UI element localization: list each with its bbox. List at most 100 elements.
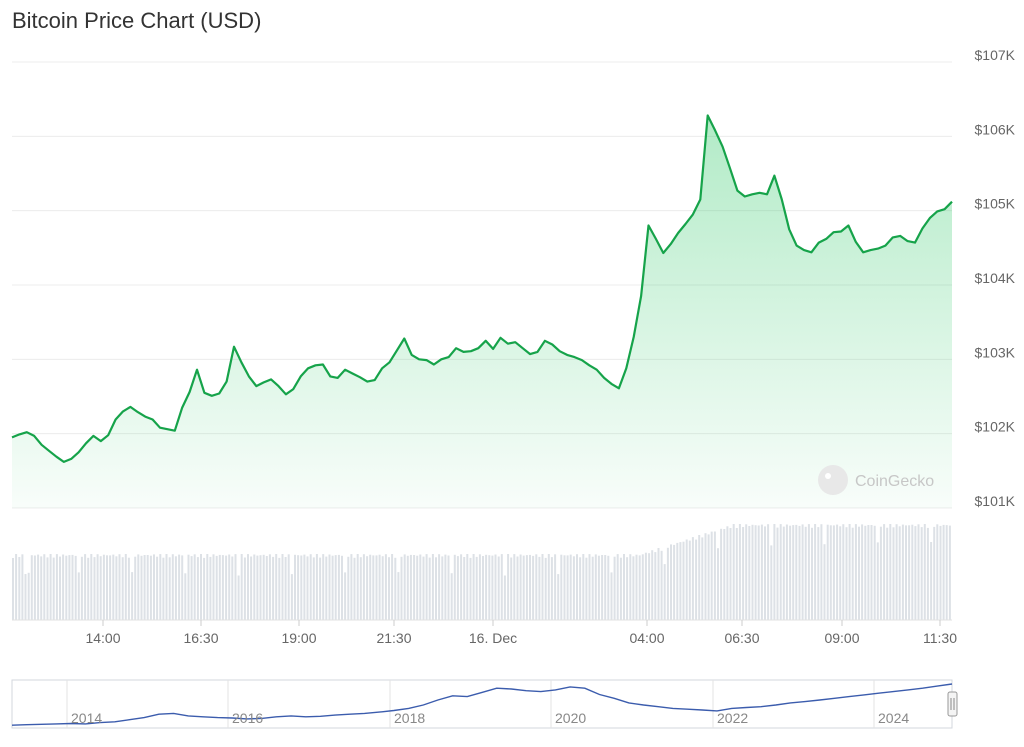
volume-bar xyxy=(366,556,369,620)
volume-bar xyxy=(917,524,920,620)
volume-bar xyxy=(400,556,403,620)
volume-bar xyxy=(378,554,381,620)
volume-bar xyxy=(939,525,942,620)
volume-bar xyxy=(485,554,488,620)
volume-bar xyxy=(560,554,563,620)
volume-bar xyxy=(466,554,469,620)
volume-bar xyxy=(15,554,18,620)
x-tick-label: 11:30 xyxy=(923,630,957,646)
volume-bar xyxy=(497,556,500,620)
volume-bar xyxy=(259,555,262,620)
volume-bar xyxy=(240,554,243,620)
volume-bar xyxy=(641,554,644,620)
volume-bar xyxy=(522,555,525,620)
navigator-handle[interactable] xyxy=(947,691,958,717)
volume-bar xyxy=(68,555,71,620)
volume-bar xyxy=(648,553,651,620)
y-tick-label: $106K xyxy=(975,121,1016,137)
volume-bar xyxy=(174,556,177,620)
y-axis-ticks: $101K $102K $103K $104K $105K $106K $107K xyxy=(975,47,1016,509)
volume-bar xyxy=(482,556,484,620)
volume-bar xyxy=(187,554,190,620)
volume-bar xyxy=(726,526,729,620)
navigator-tick-label: 2022 xyxy=(717,710,748,726)
volume-bar xyxy=(52,557,55,620)
volume-bar xyxy=(444,554,447,620)
navigator-line xyxy=(11,683,953,726)
volume-bar xyxy=(403,554,406,620)
volume-bar xyxy=(516,556,519,620)
volume-bar xyxy=(817,527,820,620)
volume-bar xyxy=(375,555,378,620)
volume-bar xyxy=(691,537,694,620)
volume-bar xyxy=(569,554,572,620)
volume-bar xyxy=(428,557,431,620)
volume-bar xyxy=(713,531,716,620)
volume-bar xyxy=(65,555,68,620)
volume-bar xyxy=(193,554,196,620)
x-tick-label: 09:00 xyxy=(824,630,859,646)
volume-bar xyxy=(901,524,904,620)
volume-bar xyxy=(278,557,281,620)
volume-bar xyxy=(394,557,397,620)
volume-bar xyxy=(748,526,751,620)
volume-bar xyxy=(372,555,375,620)
volume-bar xyxy=(519,554,522,620)
volume-bar xyxy=(312,557,315,620)
volume-bar xyxy=(529,554,531,620)
y-tick-label: $105K xyxy=(975,196,1016,212)
volume-bar xyxy=(892,527,895,620)
volume-bar xyxy=(262,554,265,620)
y-tick-label: $104K xyxy=(975,270,1016,286)
volume-bar xyxy=(566,555,569,620)
volume-bar xyxy=(538,556,541,620)
volume-bar xyxy=(745,524,748,620)
volume-bar xyxy=(557,574,560,620)
volume-bar xyxy=(49,554,52,620)
volume-bar xyxy=(87,557,90,620)
volume-bar xyxy=(870,525,873,620)
volume-bar xyxy=(109,555,112,620)
volume-bar xyxy=(416,555,419,620)
volume-bar xyxy=(594,554,597,620)
volume-bar xyxy=(629,554,632,620)
volume-bar xyxy=(281,554,284,620)
volume-bar xyxy=(807,524,810,620)
volume-bar xyxy=(184,573,187,620)
volume-bar xyxy=(626,557,629,620)
y-tick-label: $102K xyxy=(975,419,1016,435)
volume-bar xyxy=(898,526,901,620)
range-navigator[interactable]: 2014 2016 2018 2020 2022 2024 xyxy=(11,679,958,729)
volume-bar xyxy=(811,527,813,620)
volume-bar xyxy=(146,555,149,620)
volume-bar xyxy=(832,525,835,620)
x-tick-label: 14:00 xyxy=(85,630,120,646)
price-line xyxy=(11,114,953,463)
x-tick-label: 16. Dec xyxy=(469,630,517,646)
volume-bar xyxy=(942,524,945,620)
volume-bar xyxy=(610,572,613,620)
volume-bar xyxy=(149,555,152,620)
volume-bar xyxy=(764,526,766,620)
volume-bar xyxy=(923,524,926,620)
volume-bar xyxy=(488,555,491,620)
volume-bar xyxy=(619,557,622,620)
x-tick-label: 21:30 xyxy=(376,630,411,646)
volume-bar xyxy=(388,557,390,620)
volume-bar xyxy=(491,555,494,620)
volume-bar xyxy=(908,525,911,620)
volume-bar xyxy=(503,575,506,620)
volume-bar xyxy=(638,555,641,620)
volume-bar xyxy=(218,554,221,620)
volume-bar xyxy=(704,533,707,620)
y-tick-label: $101K xyxy=(975,493,1016,509)
volume-bar xyxy=(920,527,923,620)
volume-bar xyxy=(456,556,459,620)
volume-bar xyxy=(804,526,807,620)
volume-bar xyxy=(200,554,202,620)
volume-bar xyxy=(84,554,87,620)
volume-bar xyxy=(682,541,685,620)
volume-bar xyxy=(858,526,860,620)
volume-bar xyxy=(851,527,854,620)
